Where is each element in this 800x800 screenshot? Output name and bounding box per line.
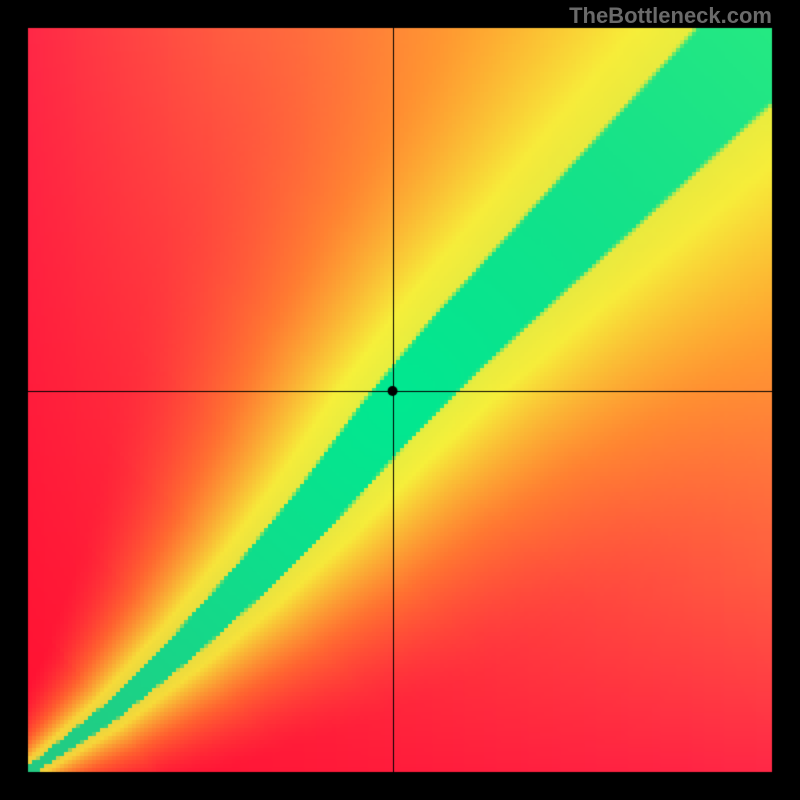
bottleneck-heatmap (0, 0, 800, 800)
watermark-text: TheBottleneck.com (569, 3, 772, 29)
